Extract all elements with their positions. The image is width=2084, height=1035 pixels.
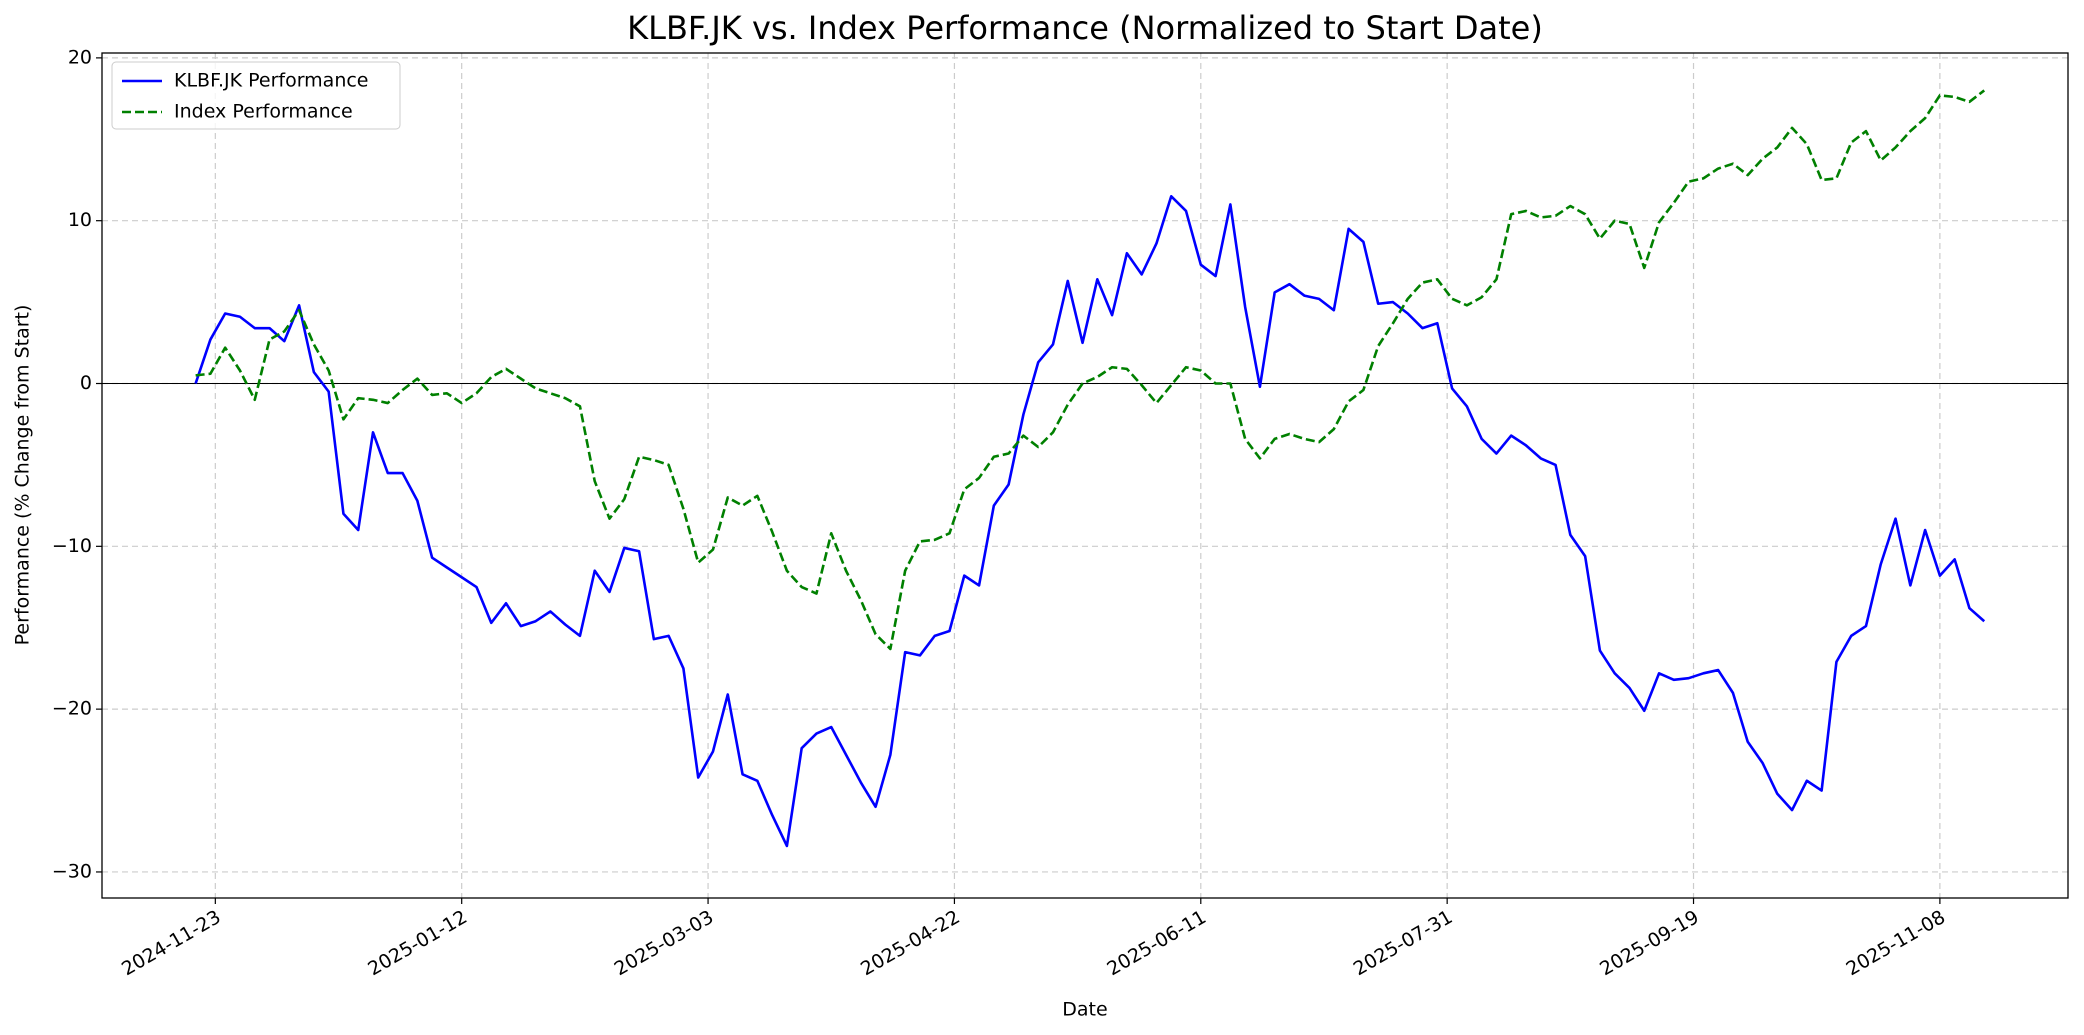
- y-axis-label: Performance (% Change from Start): [12, 305, 34, 646]
- y-tick-label: −10: [52, 535, 92, 557]
- plot-frame: [101, 52, 2069, 899]
- y-tick-label: 0: [80, 372, 92, 394]
- legend-label: Index Performance: [174, 101, 353, 123]
- x-axis-label: Date: [1062, 999, 1107, 1021]
- chart-title: KLBF.JK vs. Index Performance (Normalize…: [627, 9, 1543, 47]
- y-tick-label: −20: [52, 698, 92, 720]
- y-tick-label: 20: [68, 46, 92, 68]
- series-line: [194, 194, 1986, 848]
- legend-label: KLBF.JK Performance: [174, 70, 369, 92]
- legend: KLBF.JK Performance Index Performance: [111, 61, 401, 130]
- legend-box: [111, 61, 401, 130]
- y-tick-label: −30: [52, 860, 92, 882]
- y-tick-label: 10: [68, 209, 92, 231]
- series-line: [195, 89, 1986, 651]
